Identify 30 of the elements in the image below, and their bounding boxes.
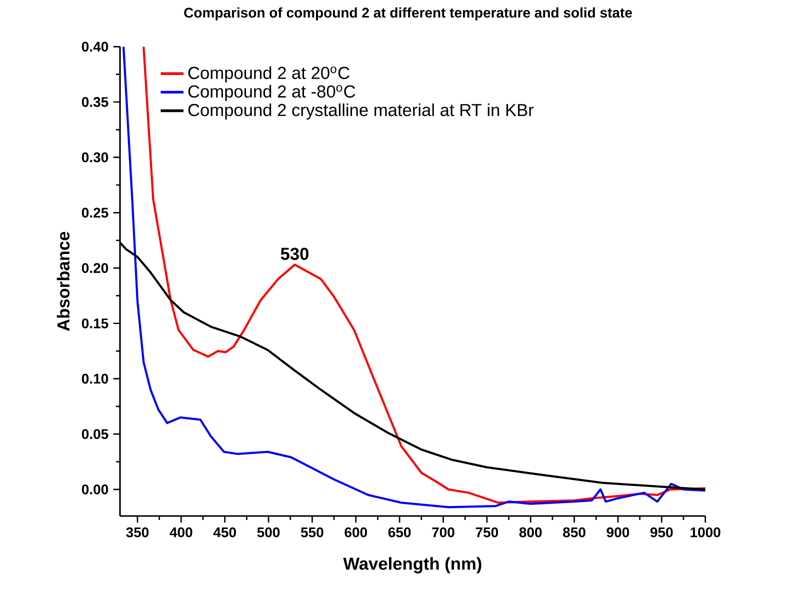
x-tick-label: 500	[257, 527, 280, 538]
y-tick-label: 0.00	[82, 484, 108, 494]
legend-label: Compound 2 at 20$^{o}$C	[188, 66, 350, 82]
x-tick-label: 550	[300, 527, 324, 538]
legend-label: Compound 2 crystalline material at RT in KBr	[188, 103, 534, 120]
x-tick-label: 750	[476, 527, 498, 538]
x-axis-title: Wavelength (nm)	[343, 557, 482, 574]
y-tick-label: 0.05	[82, 429, 108, 440]
x-tick-label: 1000	[690, 527, 720, 538]
y-tick-label: 0.15	[82, 318, 108, 328]
legend-label: Compound 2 at -80$^{o}$C	[188, 84, 356, 102]
x-tick-label: 900	[606, 527, 630, 538]
y-tick-label: 0.25	[82, 208, 108, 218]
y-axis-title: Absorbance	[56, 232, 70, 331]
x-tick-label: 800	[519, 527, 542, 538]
y-tick-label: 0.35	[82, 97, 108, 107]
x-tick-label: 950	[650, 527, 673, 538]
x-tick-label: 450	[213, 527, 236, 538]
x-tick-label: 700	[432, 527, 454, 538]
x-tick-label: 600	[344, 527, 367, 538]
y-tick-label: 0.30	[82, 152, 108, 162]
x-tick-label: 400	[170, 527, 192, 538]
x-tick-label: 850	[563, 527, 586, 538]
annotation: 530	[280, 248, 308, 260]
y-tick-label: 0.20	[82, 263, 108, 274]
y-tick-label: 0.40	[82, 42, 108, 52]
x-tick-label: 650	[388, 527, 411, 538]
chart-title: Comparison of compound 2 at different temperature and solid state	[184, 7, 632, 20]
x-tick-label: 350	[126, 527, 149, 538]
y-tick-label: 0.10	[82, 374, 108, 384]
